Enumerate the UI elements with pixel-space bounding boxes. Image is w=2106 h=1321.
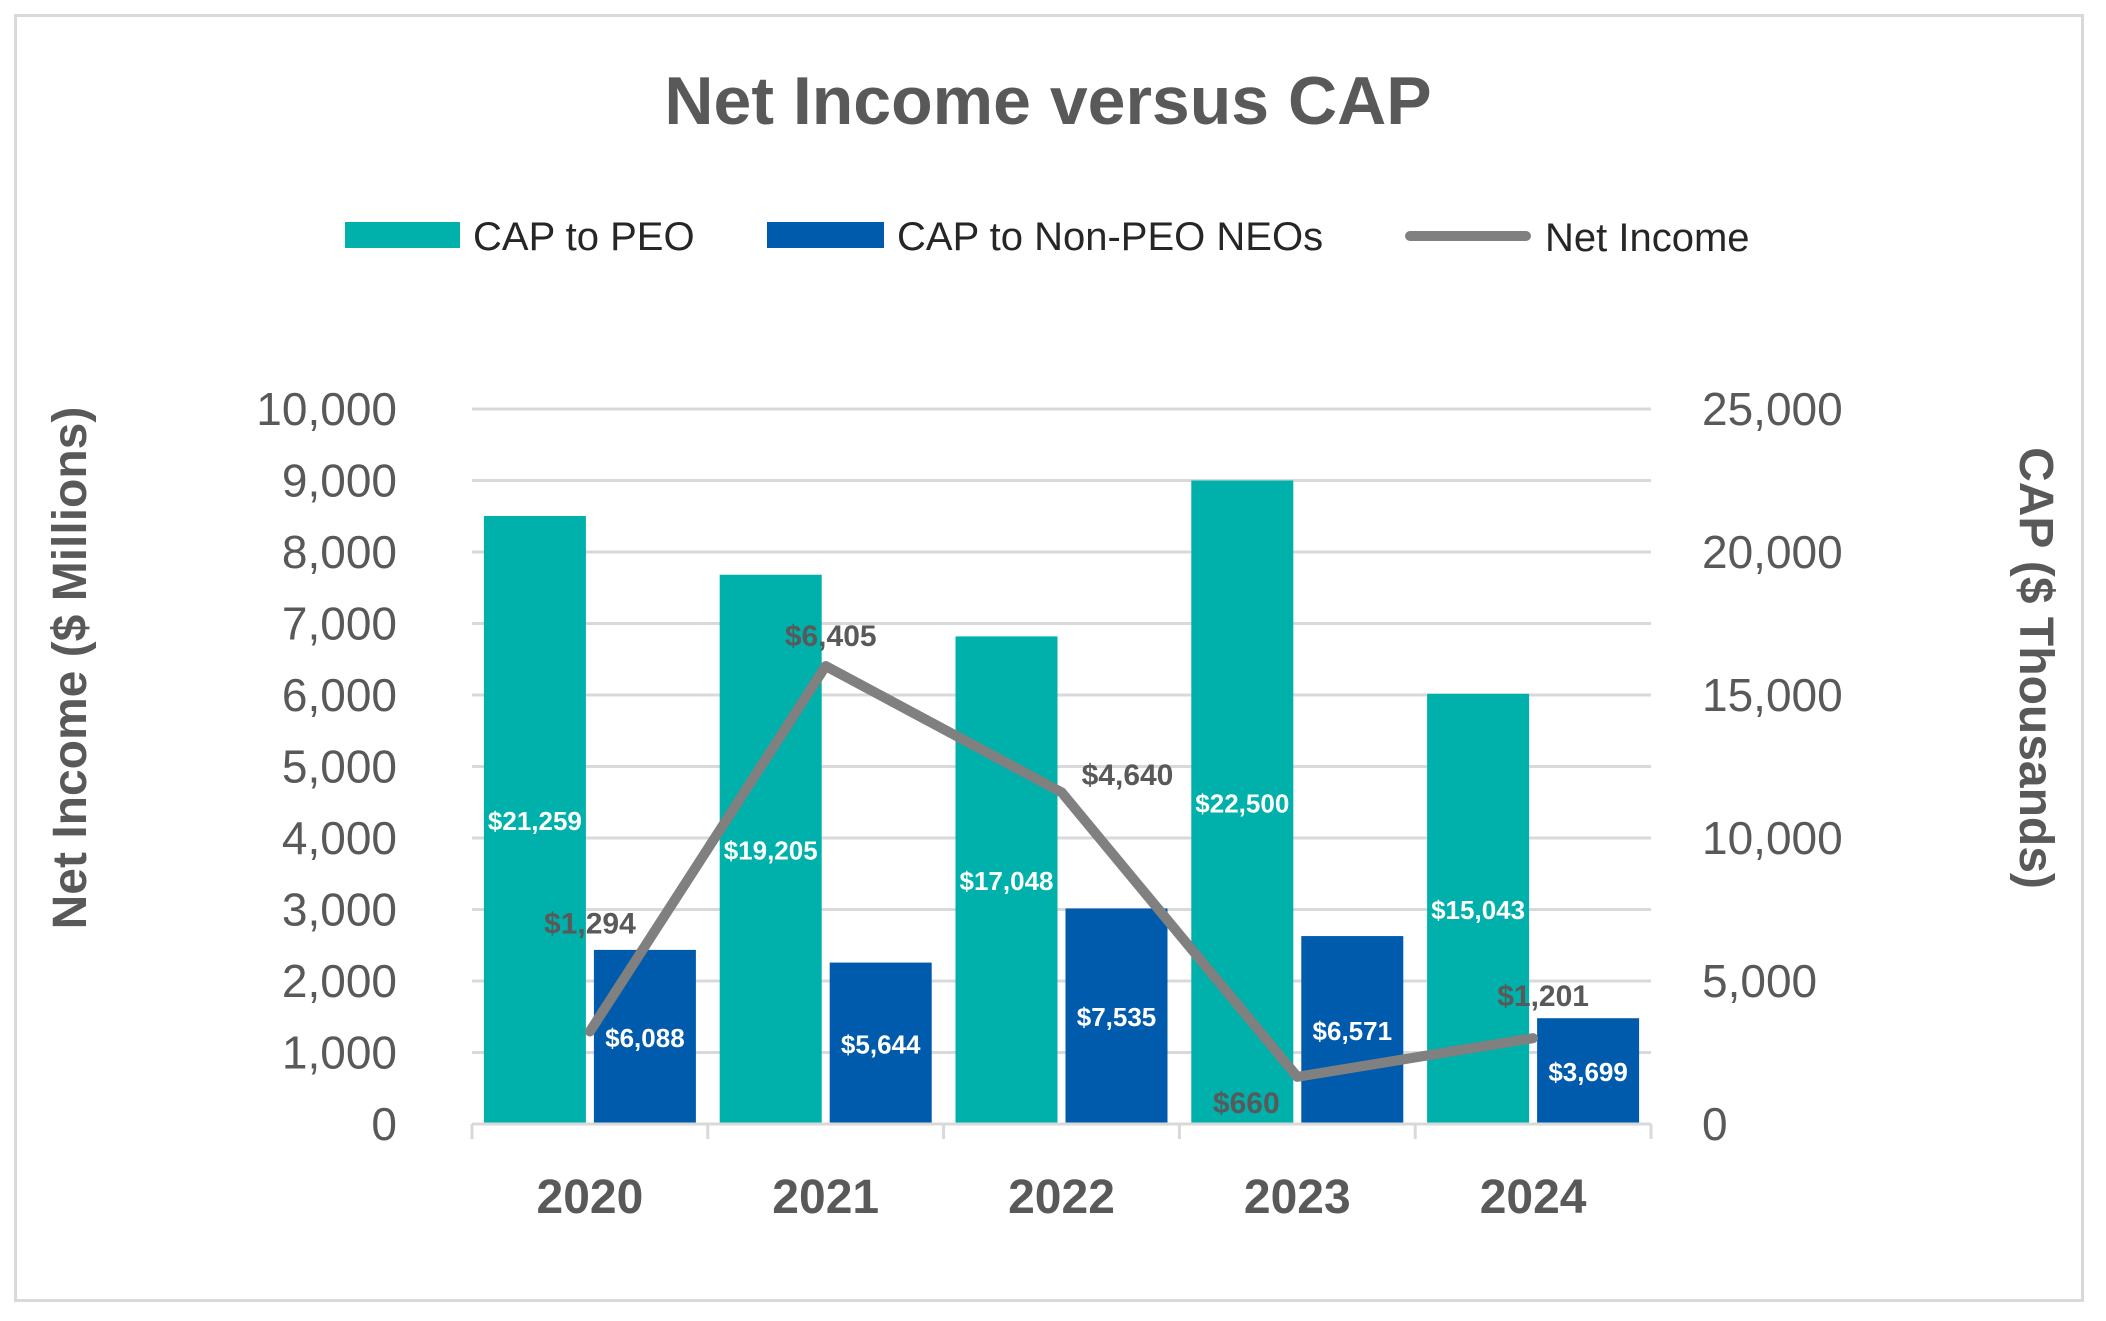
y-axis-title-right: CAP ($ Thousands)	[2009, 447, 2062, 889]
net-income-line	[584, 661, 1539, 1082]
x-tick-label-2022: 2022	[1008, 1171, 1115, 1224]
bar-label-cap-to-non-peo-neos-2024: $3,699	[1548, 1057, 1628, 1087]
legend-label-cap-to-non-peo-neos: CAP to Non-PEO NEOs	[897, 215, 1323, 259]
data-labels: $21,259 $6,088 $19,205 $5,644 $17,048 $7,535 $…	[488, 620, 1628, 1120]
x-tick-label-2023: 2023	[1244, 1171, 1351, 1224]
bar-cap-to-non-peo-neos-2021	[829, 962, 932, 1124]
chart-title: Net Income versus CAP	[664, 63, 1431, 139]
bar-cap-to-peo-2021	[719, 574, 822, 1124]
bar-cap-to-non-peo-neos-2020	[593, 949, 696, 1124]
legend-label-cap-to-peo: CAP to PEO	[473, 215, 695, 259]
y-tick-label-left: 3,000	[282, 884, 397, 936]
y-tick-label-right: 10,000	[1702, 812, 1843, 864]
x-tick-label-2024: 2024	[1480, 1171, 1587, 1224]
bar-cap-to-peo-2022	[955, 636, 1058, 1124]
bar-label-cap-to-peo-2020: $21,259	[488, 806, 582, 836]
legend-label-net-income: Net Income	[1545, 216, 1750, 260]
bar-cap-to-non-peo-neos-2024	[1537, 1018, 1640, 1124]
y-axis-title-left: Net Income ($ Millions)	[44, 407, 97, 930]
y-tick-label-left: 5,000	[282, 741, 397, 793]
bar-label-cap-to-non-peo-neos-2021: $5,644	[841, 1029, 921, 1059]
bar-label-cap-to-peo-2021: $19,205	[724, 835, 818, 865]
bar-label-cap-to-non-peo-neos-2022: $7,535	[1077, 1002, 1157, 1032]
bar-cap-to-peo-2020	[483, 515, 586, 1124]
bar-label-cap-to-peo-2022: $17,048	[960, 866, 1054, 896]
y-tick-label-right: 20,000	[1702, 526, 1843, 578]
legend-swatch-cap-to-non-peo-neos	[767, 222, 884, 248]
x-tick-label-2021: 2021	[772, 1171, 879, 1224]
bar-label-cap-to-non-peo-neos-2023: $6,571	[1313, 1016, 1393, 1046]
bar-label-cap-to-non-peo-neos-2020: $6,088	[605, 1023, 685, 1053]
legend: CAP to PEO CAP to Non-PEO NEOs Net Incom…	[345, 215, 1750, 260]
y-tick-label-left: 9,000	[282, 455, 397, 507]
y-tick-label-right: 25,000	[1702, 383, 1843, 435]
y-tick-label-left: 2,000	[282, 955, 397, 1007]
line-label-net-income-2024: $1,201	[1497, 980, 1589, 1013]
line-label-net-income-2022: $4,640	[1082, 759, 1174, 792]
bar-cap-to-non-peo-neos-2022	[1065, 908, 1168, 1124]
y-tick-label-left: 10,000	[256, 383, 397, 435]
legend-swatch-cap-to-peo	[345, 222, 460, 248]
line-label-net-income-2021: $6,405	[785, 620, 877, 653]
bar-cap-to-non-peo-neos-2023	[1301, 936, 1404, 1124]
y-tick-label-left: 7,000	[282, 598, 397, 650]
y-tick-label-left: 0	[371, 1098, 397, 1150]
y-tick-label-left: 4,000	[282, 812, 397, 864]
y-tick-label-left: 1,000	[282, 1027, 397, 1079]
series-line-net-income	[584, 661, 1539, 1082]
y-tick-label-right: 5,000	[1702, 955, 1817, 1007]
tick-labels: 0 1,000 2,000 3,000 4,000 5,000 6,000 7,000 8,00…	[256, 383, 1842, 1224]
y-tick-label-left: 6,000	[282, 669, 397, 721]
y-tick-label-left: 8,000	[282, 526, 397, 578]
y-tick-label-right: 0	[1702, 1098, 1728, 1150]
x-tick-label-2020: 2020	[537, 1171, 644, 1224]
bars	[483, 480, 1640, 1124]
axes	[470, 1122, 1653, 1139]
bar-label-cap-to-peo-2024: $15,043	[1431, 895, 1525, 925]
line-label-net-income-2020: $1,294	[544, 907, 636, 940]
y-tick-label-right: 15,000	[1702, 669, 1843, 721]
bar-label-cap-to-peo-2023: $22,500	[1195, 788, 1289, 818]
line-label-net-income-2023: $660	[1213, 1087, 1280, 1120]
